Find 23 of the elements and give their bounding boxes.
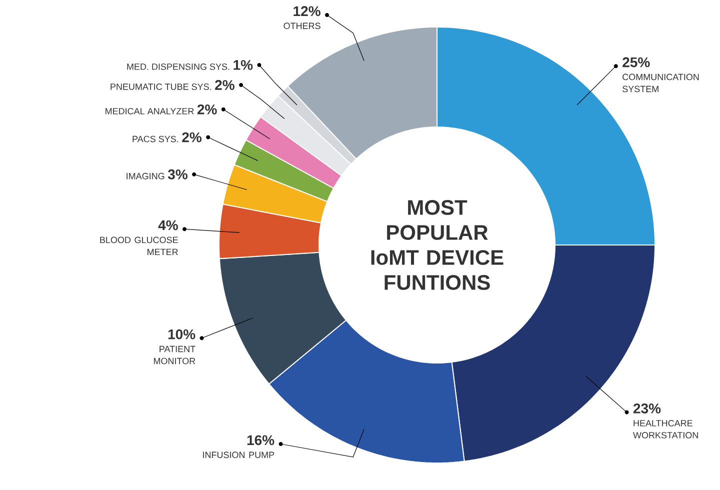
slice-label: MEDICAL ANALYZER <box>106 108 194 114</box>
data-label: 4% <box>158 220 178 230</box>
slice-label: INFUSION PUMP <box>203 452 274 458</box>
data-label: 16% <box>247 435 274 446</box>
slice-label: COMMUNICATION SYSTEM <box>622 74 699 92</box>
data-label: 25% <box>622 57 650 68</box>
slice-label: BLOOD GLUCOSE METER <box>100 236 178 256</box>
data-label: 23% <box>633 404 661 414</box>
data-label: 12% <box>294 6 320 16</box>
text: MOST POPULAR IoMT DEVICE FUNTIONS <box>371 200 504 290</box>
data-label: 2% <box>197 104 217 114</box>
slice-label: IMAGING <box>126 172 164 180</box>
data-label: 10% <box>168 329 196 340</box>
slice-label: MED. DISPENSING SYS. <box>127 64 230 70</box>
slice-label: PATIENT MONITOR <box>154 346 196 364</box>
data-label: 2% <box>182 132 202 142</box>
data-label: 3% <box>168 169 188 180</box>
slice-label: PACS SYS. <box>132 136 178 142</box>
slice-label: PNEUMATIC TUBE SYS. <box>110 84 211 90</box>
slice-label: OTHERS <box>284 22 320 30</box>
data-label: 1% <box>234 60 253 70</box>
slice-label: HEALTHCARE WORKSTATION <box>633 420 698 438</box>
data-label: 2% <box>215 80 234 90</box>
